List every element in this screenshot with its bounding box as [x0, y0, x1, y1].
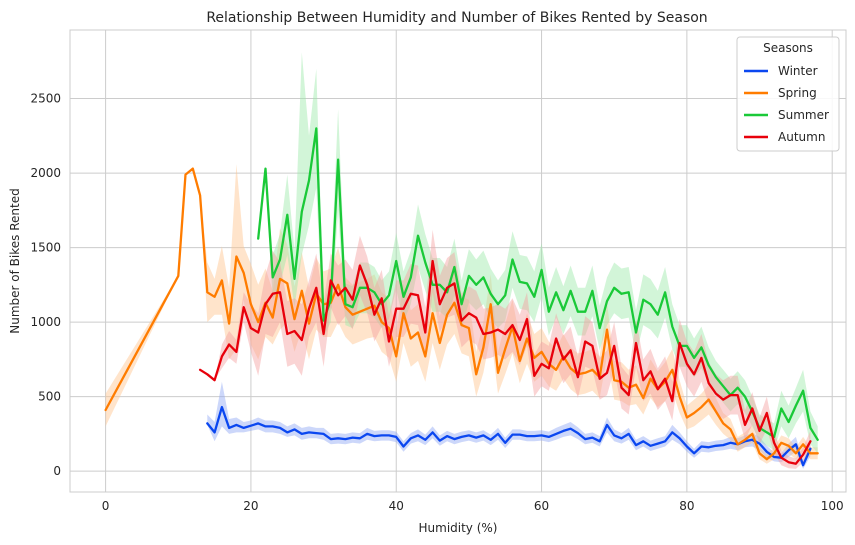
- series-line-autumn: [198, 259, 812, 465]
- y-axis-ticks: 0 500 1000 1500 2000 2500: [30, 92, 61, 479]
- y-tick-label: 1500: [30, 241, 61, 255]
- series-line-winter: [206, 405, 812, 467]
- x-tick-label: 100: [821, 499, 844, 513]
- legend-items: Winter Spring Summer Autumn: [744, 64, 829, 144]
- y-tick-label: 0: [53, 464, 61, 478]
- y-tick-label: 500: [38, 390, 61, 404]
- plot-area: [69, 29, 847, 493]
- legend-title: Seasons: [763, 41, 813, 55]
- x-axis-ticks: 0 20 40 60 80 100: [102, 499, 844, 513]
- series-line-summer: [257, 127, 819, 441]
- legend-label-winter: Winter: [778, 64, 818, 78]
- legend-label-spring: Spring: [778, 86, 817, 100]
- x-tick-label: 0: [102, 499, 110, 513]
- legend: Seasons Winter Spring Summer Autumn: [736, 36, 840, 152]
- x-tick-label: 20: [243, 499, 258, 513]
- chart-title: Relationship Between Humidity and Number…: [206, 10, 707, 26]
- y-tick-label: 2500: [30, 92, 61, 106]
- y-tick-label: 2000: [30, 166, 61, 180]
- x-tick-label: 80: [679, 499, 694, 513]
- series-lines: [104, 127, 819, 467]
- confidence-band-winter: [207, 381, 811, 469]
- y-tick-label: 1000: [30, 315, 61, 329]
- legend-box: [736, 36, 840, 152]
- legend-label-autumn: Autumn: [778, 130, 825, 144]
- series-line-spring: [104, 167, 819, 461]
- x-axis-label: Humidity (%): [419, 521, 498, 535]
- y-axis-label: Number of Bikes Rented: [8, 188, 22, 333]
- x-tick-label: 60: [534, 499, 549, 513]
- legend-label-summer: Summer: [778, 108, 829, 122]
- x-tick-label: 40: [389, 499, 404, 513]
